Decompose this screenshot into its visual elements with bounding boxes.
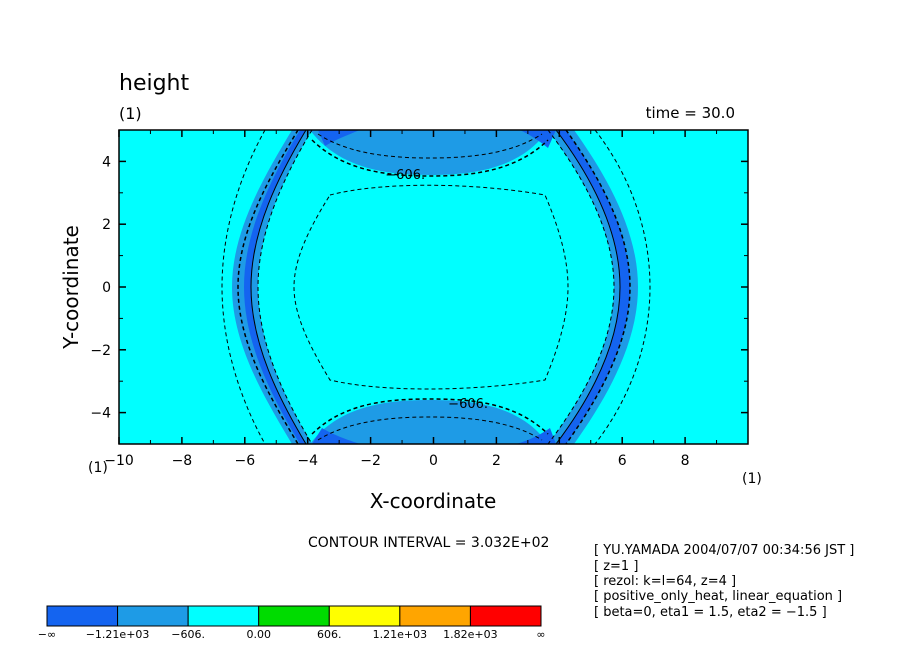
colorbar-swatch [328,605,401,627]
chart-title: height [119,71,189,96]
contour-bottom-inner [317,416,543,441]
info-line: [ z=1 ] [594,559,638,574]
band-bottom [310,400,548,444]
x-tick-label: 4 [555,453,564,469]
x-tick-label: −10 [104,453,134,469]
colorbar-label: 606. [317,628,342,641]
x-tick-label: −6 [234,453,255,469]
band-left-outer [232,130,312,444]
x-axis-label: X-coordinate [370,489,497,513]
contour-outer-dashed-left [221,130,266,444]
info-line: [ rezol: k=l=64, z=4 ] [594,574,736,589]
colorbar-swatch [258,605,330,627]
x-unit-left: (1) [88,460,108,476]
x-tick-label: 0 [429,453,438,469]
x-tick-label: −8 [172,453,193,469]
contour-outer-dashed-right [594,130,651,444]
colorbar-label: −606. [171,628,205,641]
colorbar-swatch [46,605,119,627]
y-axis-label: Y-coordinate [59,225,83,350]
contour-label: −606. [385,168,425,183]
chart-subtitle: (1) [119,104,142,123]
contour-left-3 [257,130,313,444]
contour-left-2 [250,130,307,444]
colorbar: −∞ −1.21e+03 −606. 0.00 606. 1.21e+03 1.82e+03… [38,605,546,641]
info-line: [ positive_only_heat, linear_equation ] [594,589,842,604]
x-tick-label: −4 [297,453,318,469]
info-line: [ beta=0, eta1 = 1.5, eta2 = −1.5 ] [594,605,827,620]
x-tick-label: 8 [681,453,690,469]
time-label: time = 30.0 [646,104,735,122]
colorbar-swatch [469,605,542,627]
colorbar-label: 1.82e+03 [443,628,497,641]
y-axis-ticks: −4 −2 0 2 4 [90,129,748,445]
colorbar-swatch [117,605,189,627]
contour-top-inner [317,133,543,159]
colorbar-label: ∞ [536,628,545,641]
plot-background [119,130,748,444]
band-right-outer [548,130,638,444]
colorbar-swatch [399,605,471,627]
contour-interval-label: CONTOUR INTERVAL = 3.032E+02 [308,535,549,551]
y-tick-label: 2 [102,217,111,233]
x-tick-label: 2 [492,453,501,469]
y-tick-label: 4 [102,154,111,170]
contour-top-outer [311,139,549,177]
colorbar-label: −1.21e+03 [86,628,150,641]
colorbar-swatch [187,605,260,627]
contour-label-layer: −606. −606. [385,168,488,412]
x-tick-label: 6 [618,453,627,469]
band-top [310,130,548,175]
colorbar-label: 1.21e+03 [373,628,427,641]
contour-left-1 [237,130,299,444]
plot-area: −606. −606. [118,129,749,445]
x-tick-label: −2 [360,453,381,469]
y-tick-label: 0 [102,280,111,296]
y-tick-label: −4 [90,406,111,422]
contour-label: −606. [448,397,488,412]
colorbar-label: 0.00 [246,628,271,641]
contour-inner-dashed [293,184,569,390]
x-unit-right: (1) [742,471,762,487]
info-block: [ YU.YAMADA 2004/07/07 00:34:56 JST ] [ … [594,543,854,620]
info-line: [ YU.YAMADA 2004/07/07 00:34:56 JST ] [594,543,854,558]
x-axis-ticks: −10 −8 −6 −4 −2 0 2 4 6 8 [104,130,749,469]
colorbar-label: −∞ [38,628,56,641]
band-top-dark [318,130,556,148]
y-tick-label: −2 [90,343,111,359]
contour-lines [221,130,651,444]
contour-right-2 [555,130,621,444]
band-bottom-dark [312,428,556,444]
contour-right-1 [565,130,631,444]
contour-bottom-outer [311,398,549,435]
